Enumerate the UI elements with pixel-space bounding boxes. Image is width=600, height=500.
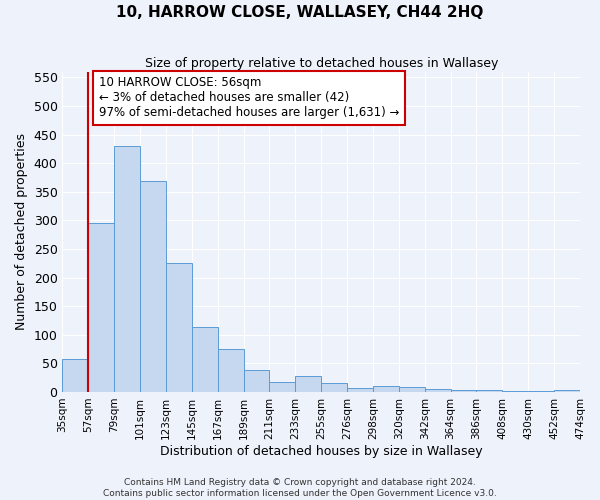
X-axis label: Distribution of detached houses by size in Wallasey: Distribution of detached houses by size …: [160, 444, 482, 458]
Bar: [140, 182, 166, 392]
Text: 10, HARROW CLOSE, WALLASEY, CH44 2HQ: 10, HARROW CLOSE, WALLASEY, CH44 2HQ: [116, 5, 484, 20]
Bar: [114, 146, 140, 392]
Y-axis label: Number of detached properties: Number of detached properties: [15, 134, 28, 330]
Bar: [476, 390, 502, 392]
Bar: [218, 349, 244, 392]
Bar: [373, 386, 399, 392]
Bar: [244, 370, 269, 392]
Bar: [399, 388, 425, 392]
Text: Contains HM Land Registry data © Crown copyright and database right 2024.
Contai: Contains HM Land Registry data © Crown c…: [103, 478, 497, 498]
Bar: [192, 328, 218, 392]
Bar: [295, 376, 321, 392]
Bar: [347, 388, 373, 392]
Text: 10 HARROW CLOSE: 56sqm
← 3% of detached houses are smaller (42)
97% of semi-deta: 10 HARROW CLOSE: 56sqm ← 3% of detached …: [98, 76, 399, 120]
Bar: [62, 360, 88, 392]
Bar: [269, 382, 295, 392]
Bar: [166, 264, 192, 392]
Title: Size of property relative to detached houses in Wallasey: Size of property relative to detached ho…: [145, 58, 498, 70]
Bar: [88, 223, 114, 392]
Bar: [321, 384, 347, 392]
Bar: [451, 390, 476, 392]
Bar: [554, 390, 580, 392]
Bar: [425, 389, 451, 392]
Bar: [502, 391, 528, 392]
